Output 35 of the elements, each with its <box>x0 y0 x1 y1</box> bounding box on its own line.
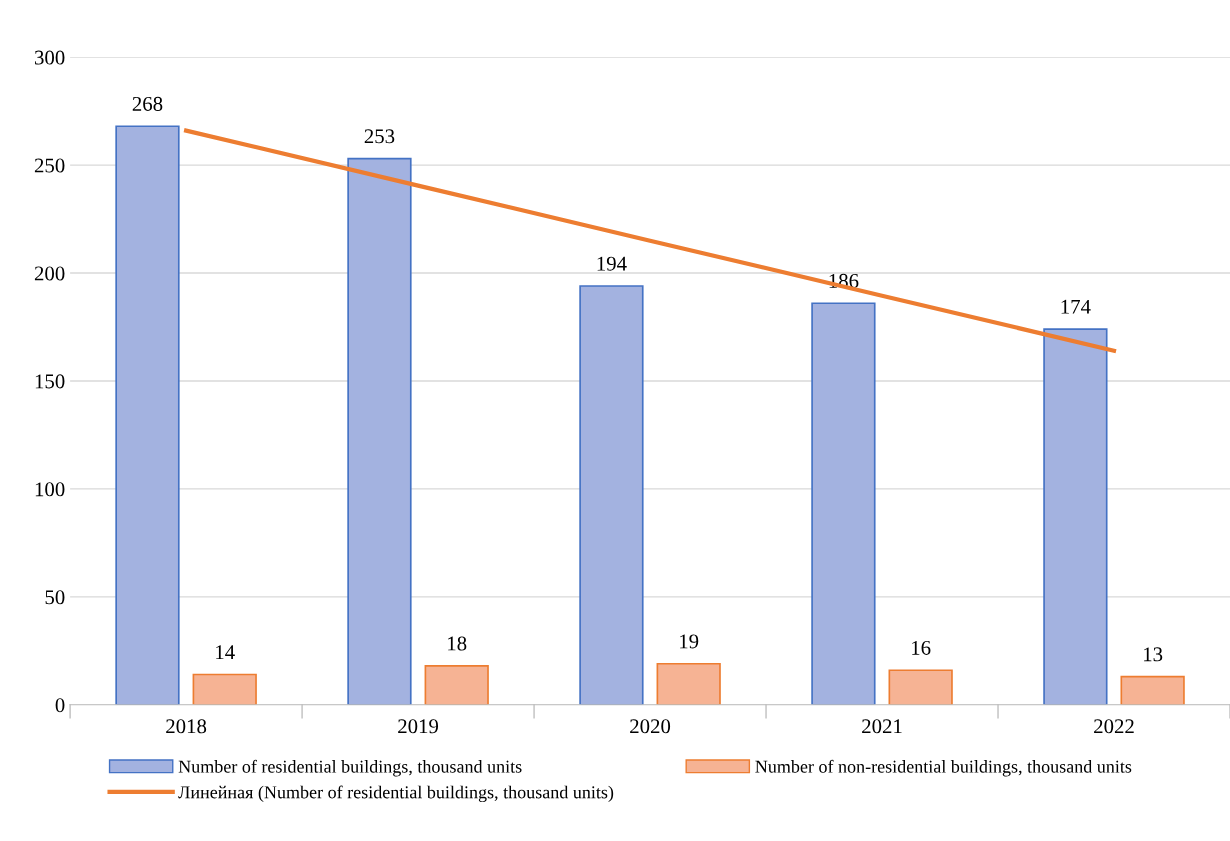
data-label: 268 <box>132 96 163 111</box>
legend-label: Number of non-residential buildings, thousand units <box>755 759 1132 777</box>
bar <box>192 673 257 705</box>
legend-label: Линейная (Number of residential buildings, thousand units) <box>178 785 614 803</box>
bar <box>424 665 489 705</box>
bar <box>579 285 644 705</box>
data-label: 16 <box>912 640 931 655</box>
data-label: 19 <box>680 634 699 649</box>
data-label: 253 <box>364 129 395 144</box>
data-label: 14 <box>216 645 235 659</box>
x-tick-label: 2019 <box>398 719 439 734</box>
y-tick-label: 100 <box>35 482 65 497</box>
data-label: 194 <box>597 256 627 271</box>
y-tick-label: 250 <box>34 158 65 173</box>
y-tick-label: 150 <box>35 374 65 389</box>
y-tick-label: 300 <box>35 50 65 65</box>
bar <box>115 125 180 705</box>
bar <box>1043 328 1108 705</box>
bar <box>888 669 953 705</box>
data-label: 13 <box>1144 647 1163 662</box>
y-tick-label: 0 <box>55 698 65 713</box>
data-label: 174 <box>1061 299 1091 314</box>
bar <box>347 157 412 705</box>
x-tick-label: 2022 <box>1094 719 1134 734</box>
legend-label: Number of residential buildings, thousand units <box>178 759 522 777</box>
bar <box>656 662 721 705</box>
y-tick-label: 50 <box>45 590 65 605</box>
data-label: 18 <box>448 636 467 651</box>
line-series <box>184 128 1117 353</box>
x-tick-label: 2021 <box>862 719 902 734</box>
x-tick-label: 2018 <box>166 719 207 734</box>
x-tick-label: 2020 <box>630 719 671 734</box>
bar <box>1120 675 1185 705</box>
bar <box>811 302 876 705</box>
y-tick-label: 200 <box>34 266 65 281</box>
